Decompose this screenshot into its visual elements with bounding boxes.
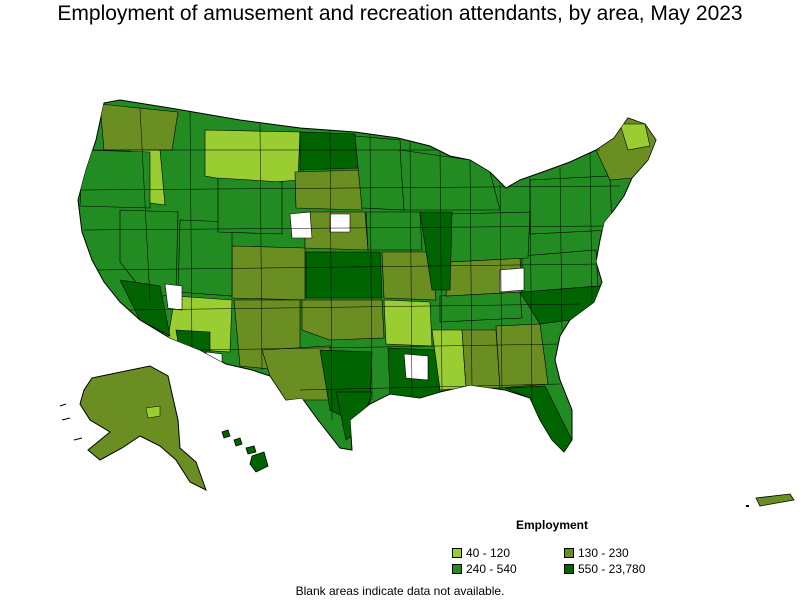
blank-area (205, 351, 223, 367)
region-virginia (521, 249, 599, 293)
legend-swatch (564, 548, 574, 558)
legend-label: 40 - 120 (466, 546, 511, 560)
legend-label: 550 - 23,780 (578, 562, 646, 576)
legend-item-240-540: 240 - 540 (452, 562, 517, 576)
region-minnesota (354, 135, 405, 211)
region-tennessee (439, 291, 523, 323)
puerto-rico (746, 493, 795, 507)
region-montana (204, 129, 301, 185)
legend-label: 130 - 230 (578, 546, 629, 560)
legend-label: 240 - 540 (466, 562, 517, 576)
blank-area (289, 211, 313, 239)
region-ohio-indiana (447, 211, 531, 263)
region-texas-west (261, 345, 331, 401)
legend-item-550-23780: 550 - 23,780 (564, 562, 645, 576)
legend-item-40-120: 40 - 120 (452, 546, 510, 560)
region-georgia (495, 323, 549, 389)
region-california-south (119, 279, 171, 337)
blank-area (499, 267, 525, 293)
legend-swatch (564, 564, 574, 574)
region-south-dakota (294, 169, 363, 211)
legend-swatch (452, 548, 462, 558)
region-kansas (305, 251, 383, 299)
legend-item-130-230: 130 - 230 (564, 546, 629, 560)
region-oregon (79, 149, 151, 209)
contiguous-us (77, 99, 657, 453)
region-wisconsin-michigan (399, 149, 501, 211)
region-alabama (461, 329, 501, 389)
region-iowa (365, 211, 423, 251)
region-wyoming (217, 177, 283, 235)
region-oklahoma (301, 299, 385, 341)
region-maine (619, 123, 651, 151)
legend-swatch (452, 564, 462, 574)
hawaii (221, 429, 269, 473)
region-arizona-south (175, 329, 211, 357)
blank-area (329, 213, 351, 233)
region-illinois (419, 211, 453, 291)
map-title: Employment of amusement and recreation a… (57, 2, 743, 25)
region-north-dakota (299, 131, 359, 171)
region-colorado (231, 245, 306, 301)
alaska (59, 365, 207, 492)
region-missouri (381, 251, 437, 301)
footnote: Blank areas indicate data not available. (295, 584, 505, 598)
region-arkansas (383, 299, 433, 347)
region-washington (99, 103, 179, 151)
region-pennsylvania-newyork (529, 175, 613, 235)
blank-area (403, 353, 429, 381)
blank-area (164, 283, 183, 311)
legend-title: Employment (516, 518, 589, 532)
region-nevada (119, 209, 179, 301)
